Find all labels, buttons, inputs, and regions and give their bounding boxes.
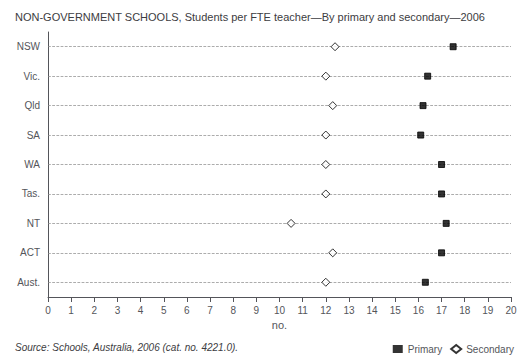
svg-text:Source: Schools, Australia, 20: Source: Schools, Australia, 2006 (cat. n…: [15, 342, 238, 353]
svg-text:Secondary: Secondary: [466, 344, 514, 355]
svg-text:no.: no.: [272, 319, 287, 331]
svg-text:Vic.: Vic.: [24, 71, 41, 82]
svg-text:ACT: ACT: [20, 247, 40, 258]
svg-text:SA: SA: [27, 130, 41, 141]
svg-text:NT: NT: [27, 218, 40, 229]
svg-text:Aust.: Aust.: [17, 277, 40, 288]
svg-text:7: 7: [207, 305, 213, 316]
svg-text:WA: WA: [24, 159, 40, 170]
svg-text:Qld: Qld: [24, 100, 40, 111]
svg-text:19: 19: [482, 305, 494, 316]
svg-text:4: 4: [138, 305, 144, 316]
svg-text:17: 17: [436, 305, 448, 316]
svg-text:11: 11: [297, 305, 308, 316]
svg-text:2: 2: [92, 305, 98, 316]
svg-text:16: 16: [413, 305, 425, 316]
svg-text:9: 9: [254, 305, 260, 316]
svg-text:15: 15: [390, 305, 402, 316]
svg-text:5: 5: [161, 305, 167, 316]
svg-text:0: 0: [45, 305, 51, 316]
svg-text:NON-GOVERNMENT SCHOOLS, Studen: NON-GOVERNMENT SCHOOLS, Students per FTE…: [15, 11, 485, 23]
svg-text:Tas.: Tas.: [22, 188, 40, 199]
svg-text:13: 13: [343, 305, 355, 316]
svg-text:Primary: Primary: [408, 344, 442, 355]
svg-text:10: 10: [274, 305, 286, 316]
svg-text:3: 3: [115, 305, 121, 316]
svg-text:8: 8: [230, 305, 236, 316]
svg-text:6: 6: [184, 305, 190, 316]
svg-text:NSW: NSW: [17, 41, 41, 52]
svg-text:18: 18: [459, 305, 471, 316]
svg-text:14: 14: [367, 305, 379, 316]
svg-text:20: 20: [505, 305, 517, 316]
svg-text:12: 12: [320, 305, 332, 316]
svg-text:1: 1: [68, 305, 74, 316]
